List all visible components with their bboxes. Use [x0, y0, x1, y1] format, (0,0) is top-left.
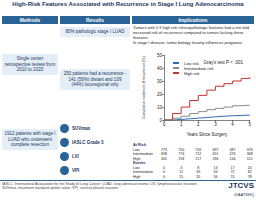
- html-text:15: 15: [179, 174, 184, 179]
- html-text:476: 476: [229, 152, 236, 156]
- html-text:250 patients had a recurrence: 250 patients had a recurrence - 141 (56%…: [63, 71, 127, 87]
- html-text:712: 712: [195, 152, 202, 156]
- html-text:115: 115: [246, 156, 253, 161]
- html-text:70: 70: [230, 174, 235, 179]
- html-text:High: High: [133, 156, 141, 161]
- svg-text:High risk: High risk: [184, 71, 200, 76]
- svg-text:40: 40: [157, 66, 163, 71]
- html-text:186: 186: [212, 156, 219, 161]
- html-text:80% pathologic stage I LUAD: 80% pathologic stage I LUAD: [65, 29, 125, 34]
- svg-text:10: 10: [157, 105, 163, 110]
- svg-text:Years Since Surgery: Years Since Surgery: [186, 132, 228, 137]
- html-text:301: 301: [161, 156, 167, 161]
- html-text:82: 82: [247, 170, 252, 174]
- svg-text:2: 2: [197, 122, 200, 127]
- svg-text:50: 50: [157, 53, 163, 58]
- html-text:716: 716: [195, 147, 202, 152]
- svg-text:Gray's test P < .001: Gray's test P < .001: [203, 60, 243, 65]
- html-text:Tumors with ≥ 3 high risk clin: Tumors with ≥ 3 high risk clinicopatholo…: [133, 25, 249, 40]
- html-text:High-Risk Features Associated: High-Risk Features Associated with Recur…: [12, 1, 244, 7]
- html-text:217: 217: [195, 156, 202, 161]
- html-text:144: 144: [229, 156, 236, 161]
- svg-text:3: 3: [214, 122, 217, 127]
- html-text:12: 12: [179, 170, 184, 174]
- html-text:JTCVS: JTCVS: [228, 181, 254, 190]
- svg-text:4: 4: [231, 122, 234, 127]
- html-text:20: 20: [247, 165, 252, 170]
- html-text:368: 368: [246, 152, 253, 156]
- svg-text:30: 30: [157, 79, 163, 84]
- svg-text:20: 20: [157, 92, 163, 97]
- html-text:56: 56: [213, 174, 218, 179]
- html-text:VPI: VPI: [72, 168, 80, 173]
- svg-text:0: 0: [159, 117, 162, 123]
- html-text:651: 651: [212, 152, 219, 156]
- html-text:Events: Events: [133, 161, 146, 165]
- html-text:258: 258: [178, 156, 185, 161]
- svg-text:1: 1: [180, 122, 183, 127]
- html-text:774: 774: [178, 152, 185, 156]
- html-text:750: 750: [178, 147, 185, 152]
- html-text:Implications: Implications: [178, 17, 208, 23]
- html-text:35: 35: [196, 174, 201, 179]
- html-text:Methods: Methods: [19, 17, 41, 23]
- html-text:IASLC, International Associati: IASLC, International Association for the…: [2, 182, 198, 191]
- html-text:8: 8: [197, 165, 200, 170]
- svg-text:Low risk: Low risk: [184, 60, 199, 66]
- svg-text:Intermediate risk: Intermediate risk: [184, 65, 214, 71]
- html-text:78: 78: [247, 174, 252, 179]
- html-text:1912 patients with stage I LUA: 1912 patients with stage I LUAD who unde…: [4, 131, 56, 148]
- html-text:838: 838: [161, 152, 167, 156]
- html-text:13: 13: [213, 165, 218, 170]
- html-text:33: 33: [196, 170, 201, 174]
- svg-text:5: 5: [248, 122, 251, 127]
- html-text:773: 773: [161, 147, 167, 152]
- html-text:LVI: LVI: [72, 154, 79, 159]
- html-text:Intermediate: Intermediate: [133, 152, 153, 156]
- html-text:At Risk: At Risk: [133, 143, 147, 147]
- html-text:17: 17: [230, 165, 235, 170]
- html-text:In stage I disease, tumor biol: In stage I disease, tumor biology heavil…: [133, 40, 243, 46]
- html-text:3: 3: [180, 165, 183, 170]
- svg-text:0: 0: [163, 122, 166, 127]
- html-text:Single center retrospective re: Single center retrospective review from …: [4, 56, 56, 73]
- html-text:Low: Low: [133, 147, 140, 152]
- html-text:IASLC Grade 3: IASLC Grade 3: [72, 140, 104, 145]
- html-text:0: 0: [163, 174, 165, 179]
- html-text:697: 697: [212, 147, 219, 152]
- svg-text:Cumulative incidence of recurr: Cumulative incidence of recurrence (%): [142, 56, 146, 119]
- html-text:0: 0: [163, 165, 165, 170]
- html-text:0: 0: [163, 170, 165, 174]
- html-text:@AATSHQ: @AATSHQ: [233, 192, 254, 197]
- html-text:56: 56: [213, 170, 218, 174]
- html-text:376: 376: [246, 147, 253, 152]
- html-text:High: High: [133, 174, 141, 179]
- html-text:487: 487: [229, 147, 236, 152]
- html-text:Results: Results: [86, 17, 104, 23]
- html-text:SUVmax: SUVmax: [72, 126, 91, 131]
- html-text:72: 72: [230, 170, 235, 174]
- html-text:Low: Low: [133, 165, 140, 170]
- html-text:Intermediate: Intermediate: [133, 170, 153, 174]
